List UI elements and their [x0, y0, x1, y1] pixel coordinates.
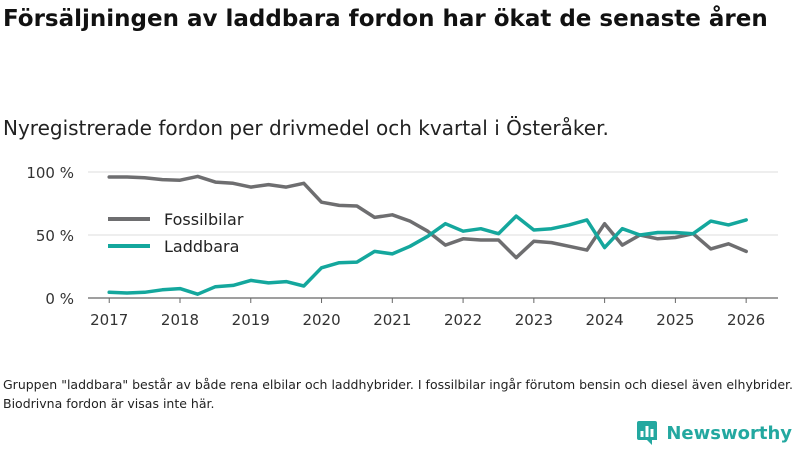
x-tick-label: 2022: [444, 311, 482, 329]
chart-subtitle: Nyregistrerade fordon per drivmedel och …: [3, 116, 609, 140]
series-line-laddbara: [107, 214, 748, 296]
brand-name: Newsworthy: [666, 422, 792, 444]
line-chart: 0 % 50 % 100 % 2017 2018 2019 2020 2021 2022 2023…: [26, 164, 778, 329]
footnote: Gruppen "laddbara" består av både rena e…: [3, 377, 793, 411]
brand-logo: Newsworthy: [636, 420, 792, 446]
x-tick-label: 2021: [373, 311, 411, 329]
x-tick-label: 2025: [656, 311, 694, 329]
x-tick-label: 2019: [232, 311, 270, 329]
x-tick-label: 2023: [515, 311, 553, 329]
y-tick-label: 0 %: [45, 290, 74, 308]
x-tick-label: 2024: [586, 311, 624, 329]
legend-label-fossilbilar: Fossilbilar: [164, 210, 244, 229]
legend-label-laddbara: Laddbara: [164, 237, 239, 256]
x-tick-label: 2017: [90, 311, 128, 329]
x-tick-label: 2026: [727, 311, 765, 329]
y-tick-label: 50 %: [36, 227, 74, 245]
chart-title: Försäljningen av laddbara fordon har öka…: [3, 6, 768, 32]
y-tick-label: 100 %: [26, 164, 74, 182]
x-tick-label: 2020: [302, 311, 340, 329]
bar-chart-icon: [637, 421, 658, 445]
x-tick-label: 2018: [161, 311, 199, 329]
